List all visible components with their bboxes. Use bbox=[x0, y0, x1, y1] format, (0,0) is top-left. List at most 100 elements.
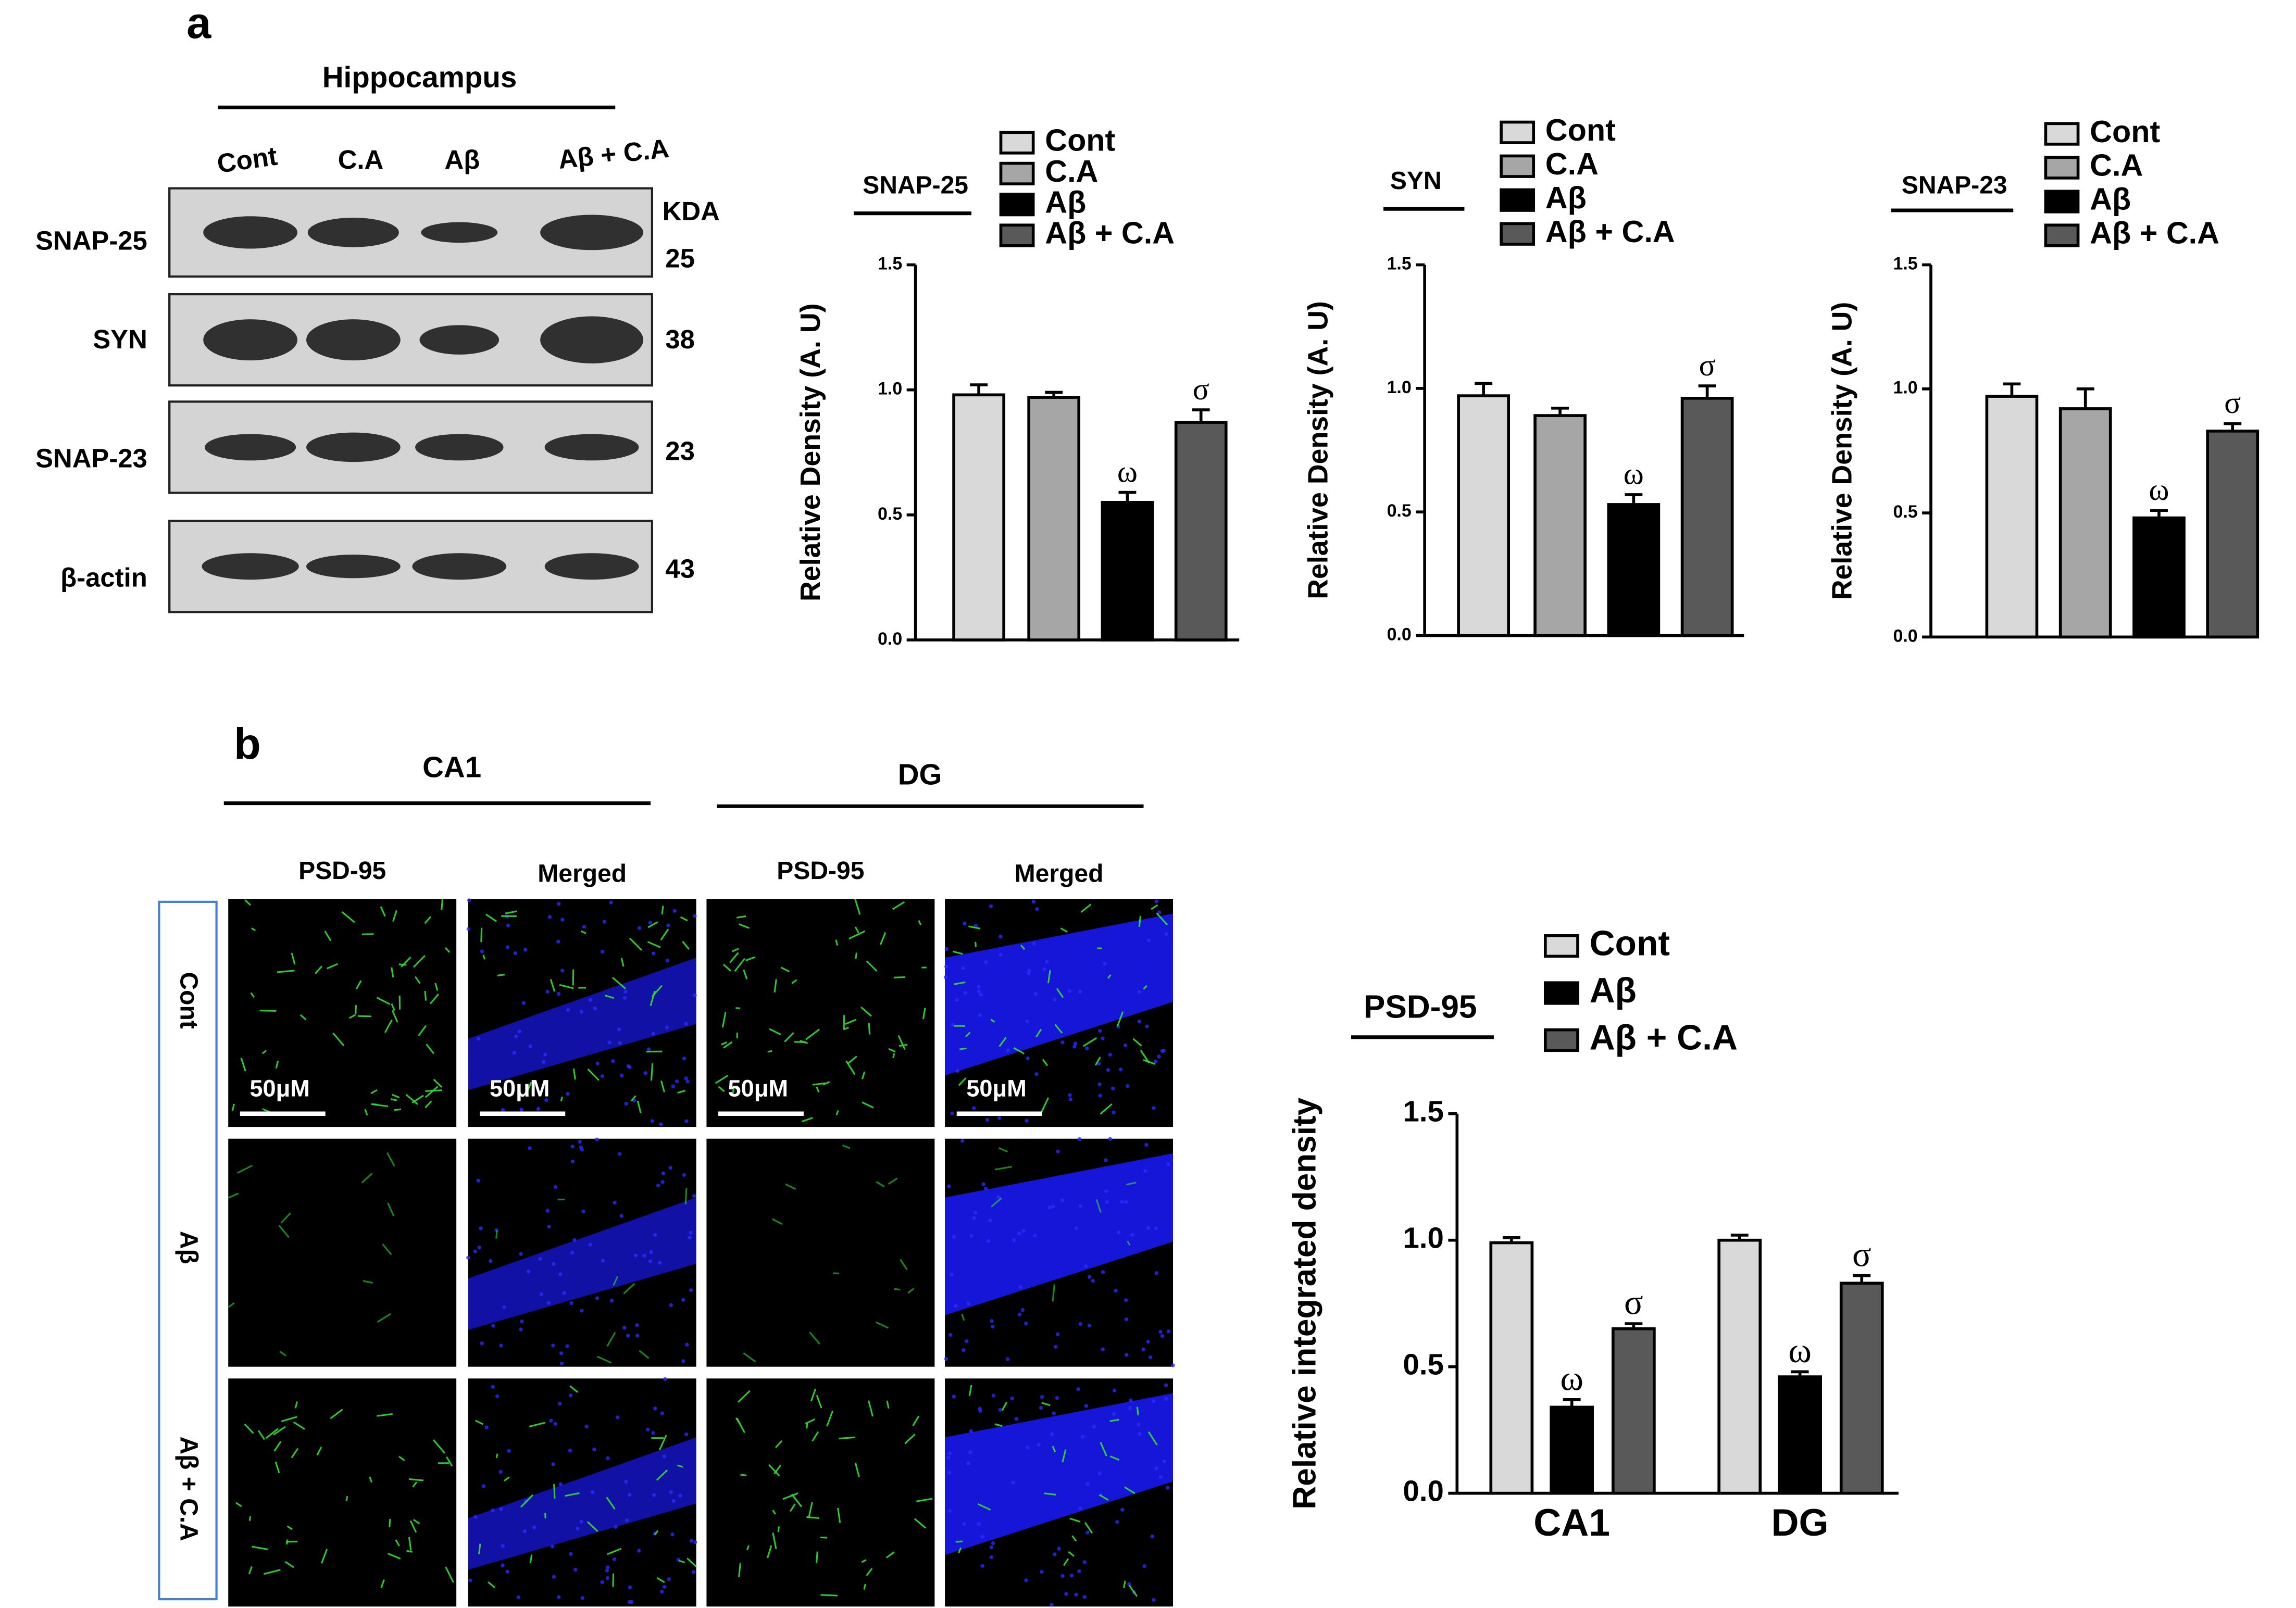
legend-swatch bbox=[1500, 120, 1536, 144]
fiber bbox=[958, 1077, 967, 1086]
nucleus bbox=[965, 1339, 969, 1343]
nucleus bbox=[618, 1041, 622, 1046]
bar bbox=[1550, 1405, 1594, 1495]
nucleus bbox=[650, 1119, 655, 1123]
nucleus bbox=[969, 1234, 974, 1238]
nucleus bbox=[972, 1216, 976, 1221]
fiber bbox=[743, 1352, 756, 1363]
nucleus bbox=[617, 1027, 621, 1032]
fiber bbox=[661, 906, 664, 915]
bar bbox=[1027, 396, 1081, 642]
bar bbox=[1174, 421, 1228, 642]
fiber bbox=[1084, 1522, 1093, 1534]
nucleus bbox=[1101, 1347, 1105, 1352]
micrograph bbox=[706, 1378, 935, 1607]
nucleus bbox=[558, 1482, 563, 1486]
nucleus bbox=[569, 1552, 573, 1556]
nucleus bbox=[514, 1034, 518, 1038]
fiber bbox=[398, 963, 407, 966]
legend-label: Aβ + C.A bbox=[1545, 214, 1675, 249]
nucleus bbox=[481, 1484, 486, 1488]
fiber bbox=[812, 1082, 826, 1086]
fiber bbox=[320, 1549, 328, 1564]
fiber bbox=[587, 1521, 598, 1532]
blot-band bbox=[540, 316, 643, 363]
nucleus bbox=[559, 1361, 564, 1365]
nucleus bbox=[1137, 1431, 1142, 1436]
fiber bbox=[846, 1056, 857, 1065]
nucleus bbox=[1124, 1043, 1128, 1048]
bar bbox=[1985, 395, 2039, 639]
nuclei-band bbox=[468, 958, 696, 1090]
nucleus bbox=[1124, 1298, 1128, 1302]
error-bar bbox=[1551, 407, 1569, 416]
nucleus bbox=[1154, 899, 1158, 903]
nucleus bbox=[990, 1319, 994, 1323]
fiber bbox=[529, 1422, 545, 1428]
nucleus bbox=[976, 985, 981, 989]
nucleus bbox=[506, 923, 510, 928]
fiber bbox=[364, 1109, 368, 1115]
fiber bbox=[784, 1032, 794, 1042]
legend-swatch bbox=[2044, 190, 2080, 213]
fiber bbox=[656, 1469, 668, 1481]
fiber bbox=[273, 1441, 282, 1452]
fiber bbox=[809, 1331, 821, 1345]
fiber bbox=[900, 1259, 908, 1271]
micrograph bbox=[228, 1138, 457, 1367]
fiber bbox=[426, 1044, 435, 1054]
fiber bbox=[994, 1423, 1003, 1427]
nucleus bbox=[984, 1186, 988, 1191]
fiber bbox=[273, 1426, 286, 1436]
nucleus bbox=[999, 953, 1003, 957]
fiber bbox=[1143, 985, 1147, 990]
nuclei-band bbox=[945, 1153, 1174, 1315]
nucleus bbox=[505, 1569, 509, 1574]
nucleus bbox=[662, 1585, 667, 1589]
fiber bbox=[862, 1101, 874, 1109]
nucleus bbox=[955, 998, 959, 1002]
fiber bbox=[718, 1086, 725, 1092]
fiber bbox=[654, 1530, 659, 1536]
fiber bbox=[854, 898, 861, 915]
fiber bbox=[250, 992, 255, 998]
nucleus bbox=[642, 1253, 646, 1258]
fiber bbox=[1151, 904, 1158, 910]
nucleus bbox=[649, 1250, 653, 1254]
legend-swatch bbox=[999, 223, 1035, 247]
fiber bbox=[248, 1516, 252, 1521]
nucleus bbox=[545, 1209, 550, 1213]
nucleus bbox=[672, 909, 677, 913]
fiber bbox=[835, 1110, 839, 1115]
nucleus bbox=[974, 1211, 978, 1215]
x-tick-label: CA1 bbox=[1533, 1501, 1610, 1544]
blot-band bbox=[205, 434, 296, 461]
fiber bbox=[678, 1560, 685, 1564]
fiber bbox=[444, 947, 451, 953]
nucleus bbox=[665, 959, 670, 963]
nucleus bbox=[661, 1171, 666, 1176]
nucleus bbox=[1026, 971, 1031, 976]
fiber bbox=[391, 1010, 398, 1023]
fiber bbox=[488, 1581, 496, 1589]
nucleus bbox=[1106, 1068, 1110, 1072]
nucleus bbox=[671, 1499, 676, 1503]
nucleus bbox=[549, 1418, 553, 1423]
fiber bbox=[413, 1518, 420, 1525]
nucleus bbox=[1005, 1357, 1010, 1361]
nucleus bbox=[1060, 1198, 1065, 1202]
blot-band bbox=[306, 555, 401, 579]
nucleus bbox=[562, 1291, 566, 1295]
fiber bbox=[660, 928, 669, 941]
nucleus bbox=[581, 1209, 585, 1214]
nucleus bbox=[651, 1032, 655, 1036]
nucleus bbox=[572, 1238, 577, 1242]
fiber bbox=[955, 1540, 963, 1543]
nucleus bbox=[592, 1447, 596, 1452]
nucleus bbox=[622, 1326, 627, 1330]
nucleus bbox=[528, 1044, 532, 1049]
fiber bbox=[1140, 1049, 1150, 1064]
fiber bbox=[682, 940, 690, 950]
fiber bbox=[977, 1503, 991, 1511]
nucleus bbox=[1078, 989, 1082, 994]
